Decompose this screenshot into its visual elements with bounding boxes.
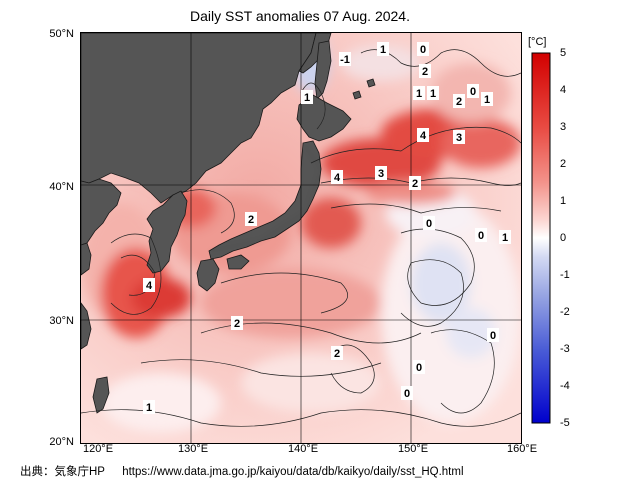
svg-text:2: 2 — [422, 66, 428, 78]
svg-text:1: 1 — [304, 92, 310, 104]
svg-text:0: 0 — [416, 362, 422, 374]
source-url[interactable]: https://www.data.jma.go.jp/kaiyou/data/d… — [122, 466, 464, 478]
lon-label-160: 160°E — [506, 443, 538, 455]
contour-label: 1 — [301, 90, 313, 104]
svg-text:0: 0 — [470, 86, 476, 98]
contour-label: 1 — [143, 400, 155, 414]
colorbar-tick: 3 — [560, 121, 567, 133]
source-label: 出典：気象庁HP — [20, 466, 105, 478]
coast-shadow — [208, 142, 322, 252]
svg-text:0: 0 — [426, 218, 432, 230]
svg-text:3: 3 — [456, 132, 462, 144]
contour-label: 1 — [377, 42, 389, 56]
svg-text:4: 4 — [334, 172, 341, 184]
svg-text:1: 1 — [416, 88, 422, 100]
lat-label-20: 20°N — [49, 436, 74, 448]
contour-label: 4 — [417, 128, 429, 142]
contour-label: 0 — [413, 360, 425, 374]
lon-label-140: 140°E — [287, 443, 319, 455]
contour-label: 4 — [143, 278, 155, 292]
colorbar-unit: [°C] — [528, 36, 547, 48]
lat-label-40: 40°N — [49, 181, 74, 193]
svg-text:0: 0 — [490, 330, 496, 342]
map-title: Daily SST anomalies 07 Aug. 2024. — [190, 8, 410, 24]
colorbar-tick: 4 — [560, 84, 567, 96]
contour-label: 0 — [475, 228, 487, 242]
svg-text:3: 3 — [378, 168, 384, 180]
contour-label: 3 — [453, 130, 465, 144]
colorbar-tick: -2 — [560, 306, 570, 318]
svg-text:0: 0 — [404, 388, 410, 400]
svg-text:1: 1 — [146, 402, 152, 414]
contour-label: 2 — [231, 316, 243, 330]
anomaly-patches — [81, 33, 521, 433]
colorbar-tick: 2 — [560, 158, 567, 170]
contour-label: 1 — [413, 86, 425, 100]
contour-lines — [81, 49, 521, 427]
svg-text:4: 4 — [146, 280, 153, 292]
svg-text:1: 1 — [430, 88, 436, 100]
lon-label-120: 120°E — [82, 443, 114, 455]
svg-text:4: 4 — [420, 130, 427, 142]
contour-label: 2 — [331, 346, 343, 360]
svg-text:2: 2 — [334, 348, 340, 360]
sst-anomaly-map: -1 1 0 2 1 1 2 0 1 1 4 3 4 3 4 2 2 0 0 1… — [80, 32, 522, 444]
lat-label-30: 30°N — [49, 315, 74, 327]
contour-label: 2 — [453, 94, 465, 108]
colorbar-tick: 5 — [560, 47, 567, 59]
contour-label: 4 — [331, 170, 343, 184]
colorbar-tick: -4 — [560, 380, 570, 392]
svg-text:1: 1 — [484, 94, 490, 106]
contour-label: 1 — [481, 92, 493, 106]
colorbar-tick: -3 — [560, 343, 570, 355]
contour-label: 0 — [401, 386, 413, 400]
contour-label: 0 — [417, 42, 429, 56]
contour-label: 1 — [499, 230, 511, 244]
contour-label: 0 — [467, 84, 479, 98]
contour-label: 2 — [409, 176, 421, 190]
svg-text:2: 2 — [234, 318, 240, 330]
contour-label: -1 — [339, 52, 351, 66]
contour-label: 3 — [375, 166, 387, 180]
svg-text:-1: -1 — [340, 54, 350, 66]
contour-label: 0 — [487, 328, 499, 342]
colorbar-tick: 0 — [560, 232, 567, 244]
lon-label-150: 150°E — [397, 443, 429, 455]
colorbar-tick: 1 — [560, 195, 567, 207]
lat-label-50: 50°N — [49, 28, 74, 40]
svg-text:2: 2 — [248, 214, 254, 226]
contour-label: 2 — [419, 64, 431, 78]
svg-text:0: 0 — [420, 44, 426, 56]
colorbar-tick: -5 — [560, 417, 570, 429]
contour-label: 1 — [427, 86, 439, 100]
colorbar — [531, 52, 551, 424]
gridlines — [81, 33, 521, 443]
svg-text:1: 1 — [502, 232, 508, 244]
svg-text:1: 1 — [380, 44, 386, 56]
lon-label-130: 130°E — [177, 443, 209, 455]
contour-label: 0 — [423, 216, 435, 230]
svg-text:2: 2 — [456, 96, 462, 108]
svg-text:2: 2 — [412, 178, 418, 190]
source-credit: 出典：気象庁HP https://www.data.jma.go.jp/kaiy… — [20, 463, 478, 479]
contour-label: 2 — [245, 212, 257, 226]
svg-text:0: 0 — [478, 230, 484, 242]
colorbar-tick: -1 — [560, 269, 570, 281]
